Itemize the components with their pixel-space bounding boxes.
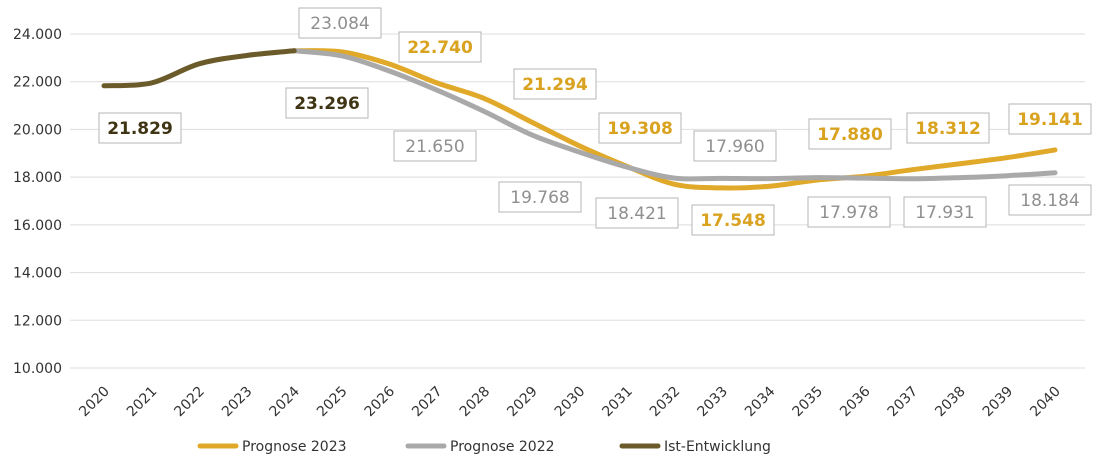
x-tick-label: 2030	[552, 384, 589, 421]
x-tick-label: 2035	[790, 384, 827, 421]
data-label-text: 17.880	[817, 125, 883, 145]
y-tick-label: 10.000	[13, 361, 62, 377]
legend-item: Ist-Entwicklung	[619, 439, 771, 455]
data-label-text: 23.084	[310, 14, 369, 34]
data-label-box	[693, 130, 777, 162]
data-label-text: 18.312	[915, 119, 981, 139]
data-label: 18.184	[1008, 184, 1092, 216]
data-label-text: 17.548	[700, 211, 766, 231]
data-label: 17.880	[808, 118, 892, 150]
data-label-text: 18.184	[1020, 191, 1079, 211]
data-label-text: 21.294	[522, 75, 588, 95]
series-line-prognose-2023	[291, 48, 1058, 191]
data-label: 21.294	[513, 68, 597, 100]
data-label-box	[691, 204, 775, 236]
legend-item: Prognose 2023	[197, 439, 347, 455]
data-label-box	[393, 130, 477, 162]
x-axis-ticks: 2020 2021 2022 2023 2024 2025 2026 2027 2028 2029…	[76, 383, 1064, 420]
data-label: 17.931	[903, 196, 987, 228]
data-label: 17.548	[691, 204, 775, 236]
x-tick-label: 2022	[171, 384, 208, 421]
gridlines	[70, 33, 1085, 369]
x-tick-label: 2032	[647, 384, 684, 421]
data-label-box	[903, 196, 987, 228]
data-label: 23.296	[285, 87, 369, 119]
y-axis-ticks: 10.000 12.000 14.000 16.000 18.000 20.000 22.0…	[13, 27, 62, 377]
data-label-box	[598, 112, 682, 144]
legend-label: Prognose 2023	[242, 439, 347, 455]
data-label-text: 17.978	[819, 203, 878, 223]
data-label-text: 19.141	[1017, 110, 1083, 130]
data-label: 17.960	[693, 130, 777, 162]
y-tick-label: 24.000	[13, 27, 62, 43]
y-tick-label: 20.000	[13, 122, 62, 138]
x-tick-label: 2033	[694, 384, 731, 421]
x-tick-label: 2034	[742, 383, 779, 420]
x-tick-label: 2039	[980, 384, 1017, 421]
data-label-box	[808, 118, 892, 150]
series-line-ist-entwicklung	[101, 48, 297, 89]
data-label: 18.312	[906, 112, 990, 144]
data-label: 17.978	[807, 196, 891, 228]
data-label: 21.829	[98, 112, 182, 144]
series-line-prognose-2022	[291, 48, 1058, 182]
y-tick-label: 16.000	[13, 218, 62, 234]
data-label: 18.421	[595, 197, 679, 229]
x-tick-label: 2021	[124, 384, 161, 421]
legend-item: Prognose 2022	[405, 439, 555, 455]
data-labels: 21.829 23.296 23.084 22.740 21.650 21.294 19.7…	[98, 7, 1092, 236]
y-tick-label: 18.000	[13, 170, 62, 186]
data-label-text: 21.650	[405, 137, 464, 157]
x-tick-label: 2038	[932, 384, 969, 421]
data-label-box	[1008, 103, 1092, 135]
data-label-text: 17.960	[705, 137, 764, 157]
x-tick-label: 2029	[504, 384, 541, 421]
data-label: 23.084	[298, 7, 382, 39]
legend: Prognose 2023 Prognose 2022 Ist-Entwicklun…	[197, 439, 771, 455]
x-tick-label: 2028	[457, 384, 494, 421]
legend-label: Ist-Entwicklung	[664, 439, 771, 455]
data-label-box	[498, 181, 582, 213]
data-label-text: 23.296	[294, 94, 360, 114]
data-label-text: 18.421	[607, 204, 666, 224]
data-label: 19.141	[1008, 103, 1092, 135]
data-label: 21.650	[393, 130, 477, 162]
x-tick-label: 2023	[219, 384, 256, 421]
data-label-box	[285, 87, 369, 119]
data-label: 19.308	[598, 112, 682, 144]
x-tick-label: 2024	[267, 383, 304, 420]
data-label-box	[1008, 184, 1092, 216]
data-label-box	[906, 112, 990, 144]
legend-label: Prognose 2022	[450, 439, 555, 455]
data-label: 19.768	[498, 181, 582, 213]
x-tick-label: 2025	[314, 384, 351, 421]
data-label-box	[98, 112, 182, 144]
x-tick-label: 2036	[837, 383, 874, 420]
data-label-text: 19.308	[607, 119, 673, 139]
y-tick-label: 22.000	[13, 75, 62, 91]
series-lines	[101, 48, 1058, 191]
x-tick-label: 2031	[599, 384, 636, 421]
data-label-box	[513, 68, 597, 100]
y-tick-label: 12.000	[13, 313, 62, 329]
x-tick-label: 2020	[76, 384, 113, 421]
x-tick-label: 2037	[885, 384, 922, 421]
data-label-box	[298, 7, 382, 39]
data-label: 22.740	[398, 31, 482, 63]
y-tick-label: 14.000	[13, 266, 62, 282]
data-label-text: 19.768	[510, 188, 569, 208]
data-label-box	[595, 197, 679, 229]
data-label-box	[398, 31, 482, 63]
x-tick-label: 2040	[1027, 384, 1064, 421]
data-label-text: 17.931	[915, 203, 974, 223]
data-label-box	[807, 196, 891, 228]
data-label-text: 22.740	[407, 38, 473, 58]
x-tick-label: 2027	[409, 384, 446, 421]
data-label-text: 21.829	[107, 119, 173, 139]
x-tick-label: 2026	[362, 383, 399, 420]
